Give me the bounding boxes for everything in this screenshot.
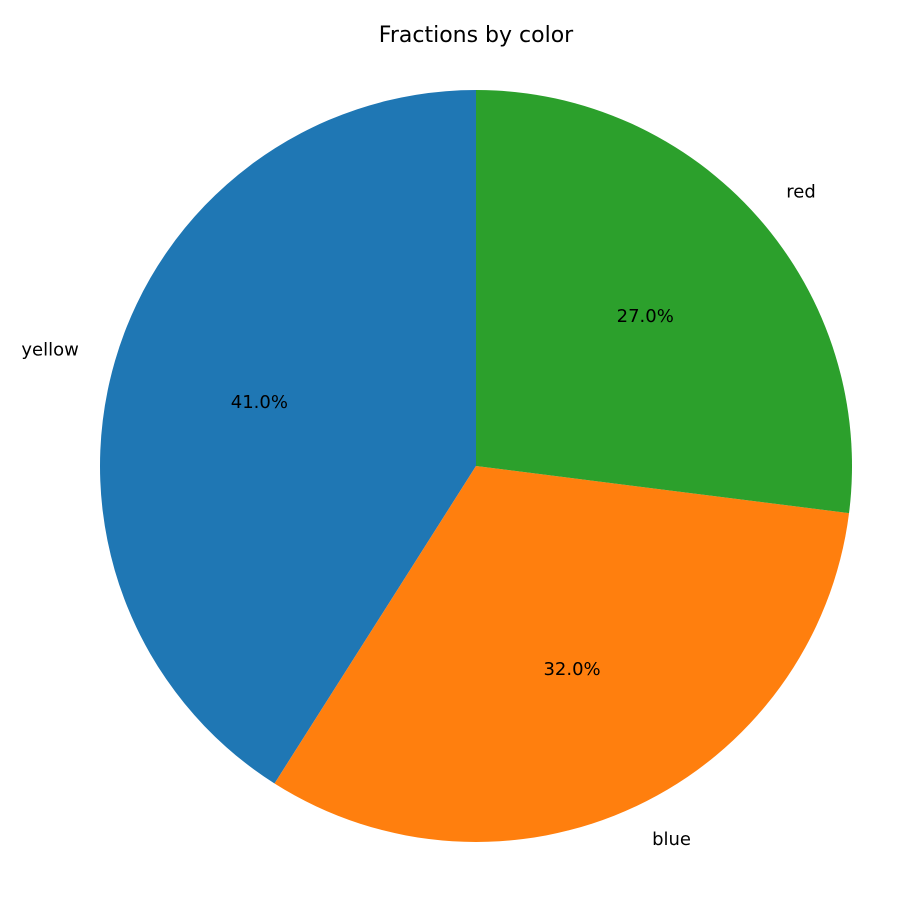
pie-slice-yellow	[100, 90, 477, 784]
pie-labels: yellow 41.0% blue 32.0% red 27.0%	[21, 181, 815, 850]
pie-slice-blue	[274, 466, 850, 842]
pie-slice-red	[476, 90, 852, 514]
slice-percent-red: 27.0%	[617, 306, 674, 327]
pie-slices	[100, 90, 852, 842]
slice-label-blue: blue	[652, 829, 691, 850]
slice-label-red: red	[786, 181, 816, 202]
slice-label-yellow: yellow	[21, 340, 78, 361]
chart-title: Fractions by color	[379, 23, 574, 48]
slice-percent-yellow: 41.0%	[231, 392, 288, 413]
slice-percent-blue: 32.0%	[543, 659, 600, 680]
